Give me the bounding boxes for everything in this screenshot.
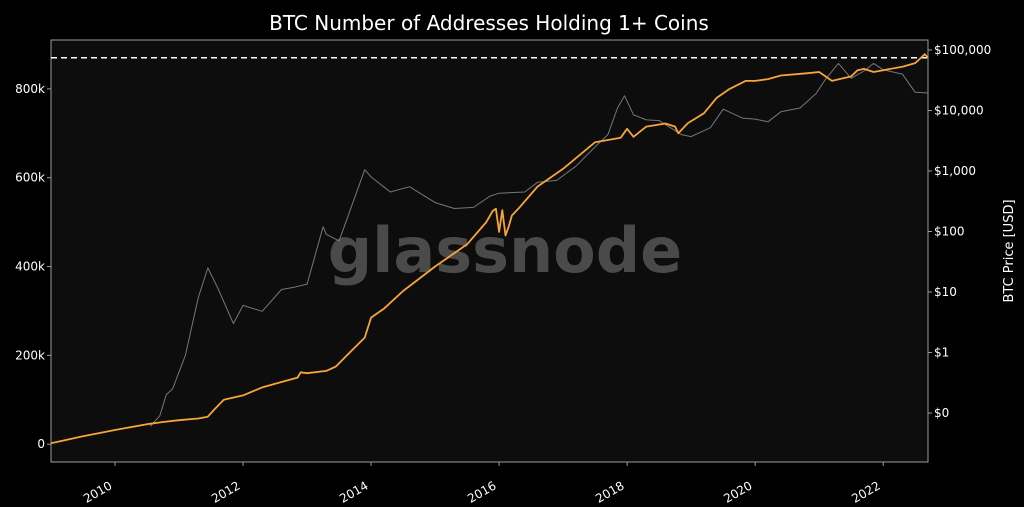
y-axis-right: $0 $1 $10 $100 $1,000 $10,000 $100,000 xyxy=(928,43,991,420)
btc-price-line xyxy=(149,62,929,427)
y-right-tick-label: $0 xyxy=(934,406,949,420)
y-right-tick-label: $1,000 xyxy=(934,164,976,178)
addresses-line xyxy=(50,53,929,445)
y-right-tick-label: $10,000 xyxy=(934,104,984,118)
y-left-tick-label: 0 xyxy=(37,437,45,451)
y-right-tick-label: $10 xyxy=(934,285,957,299)
y-axis-left: 0 200k 400k 600k 800k xyxy=(15,82,51,451)
y-right-tick-label: $1 xyxy=(934,346,949,360)
y-left-tick-label: 200k xyxy=(15,348,45,362)
y-left-tick-label: 600k xyxy=(15,171,45,185)
right-axis-label: BTC Price [USD] xyxy=(1002,199,1017,302)
y-right-tick-label: $100 xyxy=(934,225,965,239)
y-left-tick-label: 800k xyxy=(15,82,45,96)
y-right-tick-label: $100,000 xyxy=(934,43,991,57)
plot-area xyxy=(50,39,929,463)
y-left-tick-label: 400k xyxy=(15,260,45,274)
series-layer xyxy=(50,53,929,445)
chart-title: BTC Number of Addresses Holding 1+ Coins xyxy=(269,11,709,35)
